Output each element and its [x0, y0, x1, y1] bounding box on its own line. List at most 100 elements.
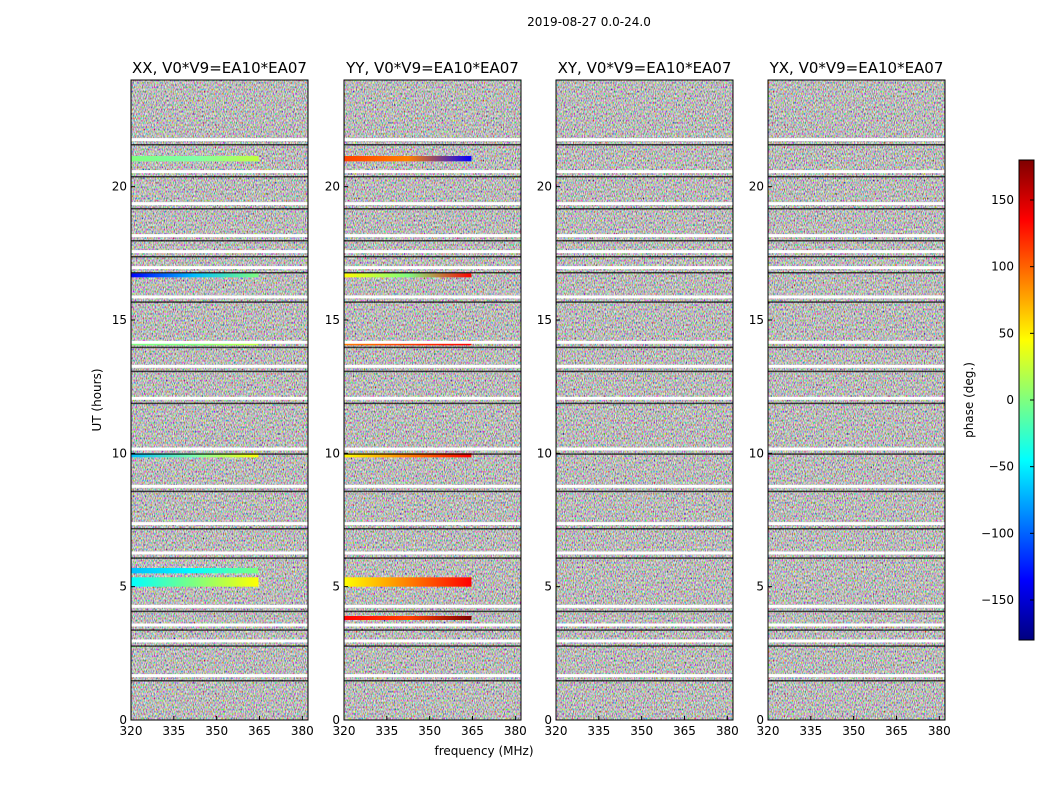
y-tick-label: 15 [749, 313, 764, 327]
dark-row [344, 346, 521, 349]
dark-row [131, 680, 308, 682]
dark-row [344, 256, 521, 258]
flagged-gap [131, 447, 308, 451]
dark-row [344, 402, 521, 405]
flagged-gap [768, 234, 945, 238]
flagged-gap [768, 447, 945, 451]
flagged-gap [556, 202, 733, 206]
dark-row [131, 557, 308, 559]
phase-heatmap [556, 80, 733, 720]
flagged-gap [556, 484, 733, 488]
flagged-gap [131, 234, 308, 238]
coherent-phase-band [344, 577, 472, 587]
flagged-gap [344, 551, 521, 555]
flagged-gap [768, 250, 945, 254]
y-axis-label: UT (hours) [90, 368, 104, 431]
dark-row [131, 272, 308, 274]
colorbar-tick-label: 50 [999, 326, 1014, 340]
dark-row [131, 176, 308, 178]
dark-row [768, 346, 945, 349]
dark-row [131, 301, 308, 303]
x-tick-label: 335 [799, 724, 822, 738]
flagged-gap [344, 170, 521, 174]
phase-heatmap [131, 80, 308, 720]
x-tick-label: 350 [418, 724, 441, 738]
y-tick-label: 10 [325, 446, 340, 460]
flagged-gap [131, 551, 308, 555]
flagged-gap [344, 250, 521, 254]
dark-row [131, 629, 308, 631]
flagged-gap [131, 295, 308, 299]
x-tick-label: 380 [928, 724, 951, 738]
dark-row [768, 176, 945, 178]
flagged-gap [344, 623, 521, 627]
y-tick-label: 5 [332, 580, 340, 594]
dark-row [768, 240, 945, 242]
dark-row [344, 610, 521, 613]
panel-title: YY, V0*V9=EA10*EA07 [345, 59, 519, 77]
dark-row [344, 528, 521, 530]
flagged-gap [556, 170, 733, 174]
x-tick-label: 350 [842, 724, 865, 738]
flagged-gap [344, 604, 521, 608]
flagged-gap [556, 674, 733, 678]
y-tick-label: 0 [544, 713, 552, 727]
dark-row [556, 557, 733, 559]
panel-2: YY, V0*V9=EA10*EA07 320 335 350 365 380 0 5 10 15… [325, 59, 527, 738]
colorbar-tick-label: 100 [991, 260, 1014, 274]
colorbar-tick-label: −50 [989, 460, 1014, 474]
dark-row [131, 402, 308, 405]
x-tick-label: 320 [120, 724, 143, 738]
x-tick-label: 380 [291, 724, 314, 738]
dark-row [556, 453, 733, 455]
flagged-gap [768, 674, 945, 678]
panel-title: YX, V0*V9=EA10*EA07 [769, 59, 944, 77]
flagged-gap [556, 551, 733, 555]
dark-row [131, 645, 308, 647]
colorbar-label: phase (deg.) [962, 362, 976, 438]
x-tick-label: 320 [545, 724, 568, 738]
y-tick-label: 20 [749, 180, 764, 194]
y-tick-label: 10 [537, 446, 552, 460]
dark-row [556, 346, 733, 349]
flagged-gap [344, 295, 521, 299]
dark-row [768, 402, 945, 405]
coherent-phase-band [344, 156, 472, 162]
x-tick-label: 320 [333, 724, 356, 738]
dark-row [344, 301, 521, 303]
dark-row [556, 490, 733, 493]
y-tick-label: 20 [112, 180, 127, 194]
flagged-gap [556, 234, 733, 238]
x-tick-label: 380 [716, 724, 739, 738]
x-tick-label: 380 [504, 724, 527, 738]
y-tick-label: 10 [112, 446, 127, 460]
flagged-gap [131, 138, 308, 142]
coherent-phase-band [131, 453, 259, 458]
panel-frame [555, 79, 734, 721]
flagged-gap [131, 396, 308, 400]
dark-row [768, 610, 945, 613]
colorbar-ticks: 150 100 50 0 −50 −100 −150 [981, 193, 1034, 607]
panel-frame [343, 79, 522, 721]
flagged-gap [768, 295, 945, 299]
dark-row [131, 256, 308, 258]
flagged-gap [131, 340, 308, 344]
dark-row [556, 176, 733, 178]
x-tick-label: 365 [461, 724, 484, 738]
flagged-gap [768, 396, 945, 400]
x-tick-label: 335 [587, 724, 610, 738]
y-tick-label: 0 [756, 713, 764, 727]
y-tick-label: 5 [756, 580, 764, 594]
flagged-gap [768, 364, 945, 368]
dark-row [131, 208, 308, 210]
flagged-gap [131, 202, 308, 206]
panel-frame [130, 79, 309, 721]
dark-row [556, 301, 733, 303]
flagged-gap [131, 170, 308, 174]
x-tick-label: 335 [375, 724, 398, 738]
colorbar-tick-label: −150 [981, 593, 1014, 607]
flagged-gap [344, 340, 521, 344]
dark-row [768, 680, 945, 682]
coherent-phase-band [344, 273, 472, 278]
